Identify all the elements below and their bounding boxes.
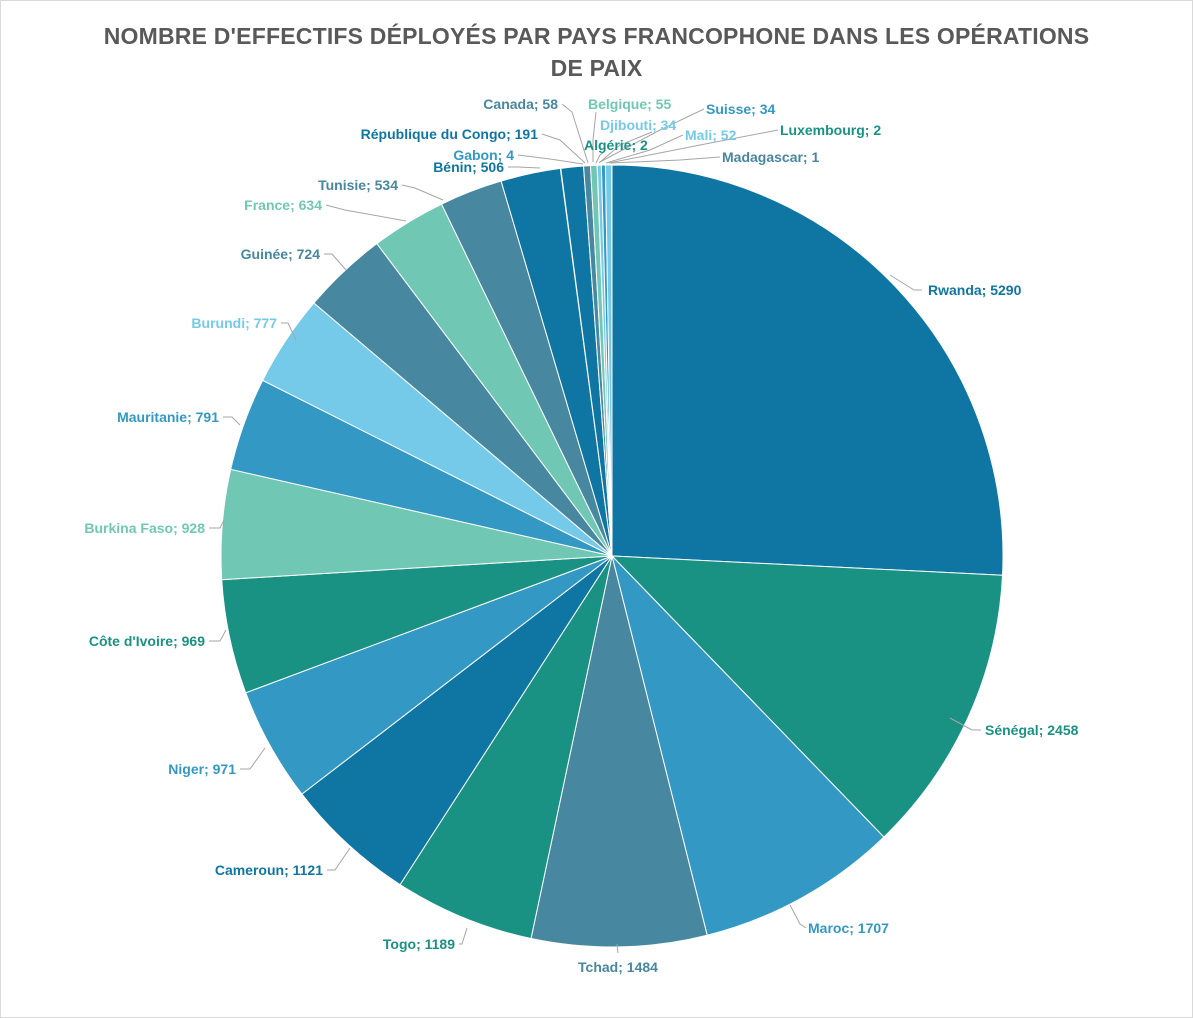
data-label: Mali; 52 [685,127,737,143]
data-label: Luxembourg; 2 [780,122,881,138]
data-label: Suisse; 34 [706,101,775,117]
leader-line [595,151,605,164]
pie-slice-cameroun [301,555,613,886]
leader-line [325,204,407,222]
leader-line [889,274,922,291]
leader-line [327,847,351,871]
leader-line [281,322,297,341]
data-label: Guinée; 724 [241,246,321,262]
leader-line [459,927,468,945]
leader-line [616,943,619,954]
data-label: Tunisie; 534 [318,177,398,193]
leader-line [209,629,227,642]
data-label: Algérie; 2 [584,137,648,153]
leader-line [598,131,653,164]
leader-line [324,253,347,271]
leader-line [223,416,241,426]
leader-line [608,129,779,164]
pie-slice-togo [399,555,613,940]
data-label: France; 634 [244,197,322,213]
data-label: Sénégal; 2458 [985,722,1079,738]
chart-title-line-1: NOMBRE D'EFFECTIFS DÉPLOYÉS PAR PAYS FRA… [103,23,1090,49]
leader-line [789,904,807,929]
leader-line [592,111,597,162]
leader-line [401,184,444,201]
leader-lines [209,103,981,954]
data-label: Togo; 1189 [383,936,455,952]
data-label: Tchad; 1484 [578,959,658,975]
leader-line [209,519,225,529]
data-labels: Rwanda; 5290 Sénégal; 2458 Maroc; 1707 Tcha… [84,96,1078,975]
data-label: Rwanda; 5290 [928,282,1022,298]
leader-line [561,103,589,164]
pie-slice-rwanda [611,164,1004,576]
leader-line [517,154,584,165]
data-label: Bénin; 506 [433,159,504,175]
leader-line [949,717,981,731]
data-label: Gabon; 4 [453,147,514,163]
data-label: République du Congo; 191 [361,126,539,142]
pie-slice-senegal [610,555,1004,838]
data-label: Madagascar; 1 [722,149,819,165]
pie-slices [220,164,1004,948]
leader-line [605,134,684,164]
chart-title: NOMBRE D'EFFECTIFS DÉPLOYÉS PAR PAYS FRA… [0,20,1193,84]
chart-title-line-2: DE PAIX [550,55,643,81]
data-label: Cameroun; 1121 [215,862,323,878]
leader-line [599,108,705,163]
leader-line [508,166,541,169]
leader-line [610,156,721,164]
data-label: Niger; 971 [168,761,236,777]
data-label: Maroc; 1707 [808,920,889,936]
leader-line [240,747,266,770]
data-label: Mauritanie; 791 [117,409,219,425]
leader-line [541,133,586,164]
data-label: Belgique; 55 [588,96,671,112]
data-label: Côte d'Ivoire; 969 [89,633,205,649]
data-label: Burkina Faso; 928 [84,520,205,536]
data-label: Djibouti; 34 [600,117,676,133]
pie-slice-tchad [530,555,708,948]
pie-slice-maroc [611,554,885,936]
data-label: Burundi; 777 [191,315,277,331]
data-label: Canada; 58 [483,96,558,112]
